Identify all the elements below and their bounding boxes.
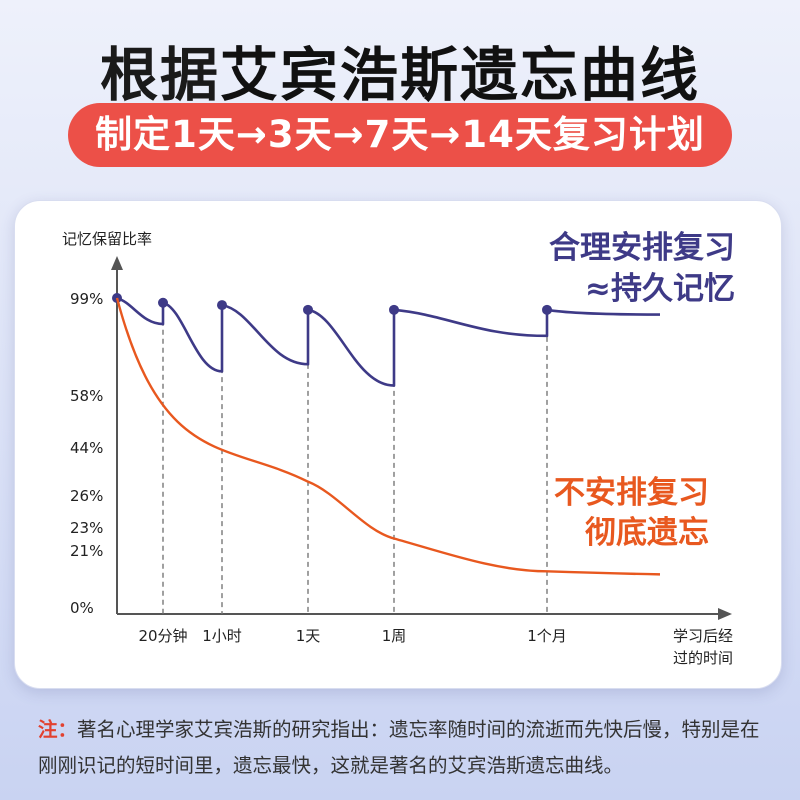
y-tick-label: 23% bbox=[70, 519, 103, 537]
x-tick-label: 1周 bbox=[382, 627, 407, 645]
y-tick-label: 58% bbox=[70, 387, 103, 405]
title-prefix: 根据 bbox=[99, 41, 220, 109]
y-tick-label: 21% bbox=[70, 542, 103, 560]
review-point bbox=[542, 304, 552, 315]
y-tick-label: 26% bbox=[70, 487, 103, 505]
x-tick-label: 1小时 bbox=[202, 627, 242, 645]
x-tick-label: 1个月 bbox=[527, 627, 567, 645]
footnote-text: 著名心理学家艾宾浩斯的研究指出：遗忘率随时间的流逝而先快后慢，特别是在刚刚识记的… bbox=[38, 718, 760, 777]
y-tick-label: 99% bbox=[70, 290, 103, 308]
title-main: 艾宾浩斯遗忘曲线 bbox=[220, 41, 701, 109]
review-point bbox=[217, 300, 227, 311]
review-point bbox=[158, 297, 168, 308]
subtitle-banner: 制定1天→3天→7天→14天复习计划 bbox=[68, 103, 732, 167]
x-axis-label-line2: 过的时间 bbox=[673, 649, 733, 667]
chart-card bbox=[14, 200, 782, 689]
footnote: 注：著名心理学家艾宾浩斯的研究指出：遗忘率随时间的流逝而先快后慢，特别是在刚刚识… bbox=[38, 712, 778, 784]
page-title: 根据艾宾浩斯遗忘曲线 bbox=[0, 28, 800, 112]
x-axis-label-line1: 学习后经 bbox=[673, 627, 733, 645]
review-series-label: ≈持久记忆 bbox=[585, 271, 735, 307]
y-axis-arrow bbox=[111, 256, 123, 270]
review-point bbox=[303, 304, 313, 315]
review-series-label: 合理安排复习 bbox=[549, 230, 735, 266]
footnote-label: 注： bbox=[38, 718, 78, 741]
y-axis-label: 记忆保留比率 bbox=[62, 230, 152, 248]
review-curve bbox=[116, 296, 661, 387]
y-tick-label: 0% bbox=[70, 599, 94, 617]
review-point bbox=[389, 304, 399, 315]
x-axis-arrow bbox=[718, 608, 732, 620]
x-tick-label: 1天 bbox=[296, 627, 321, 645]
forget-series-label: 不安排复习 bbox=[554, 475, 709, 511]
forget-series-label: 彻底遗忘 bbox=[585, 515, 709, 551]
forget-curve bbox=[115, 297, 661, 576]
y-tick-label: 44% bbox=[70, 439, 103, 457]
x-tick-label: 20分钟 bbox=[138, 627, 187, 645]
